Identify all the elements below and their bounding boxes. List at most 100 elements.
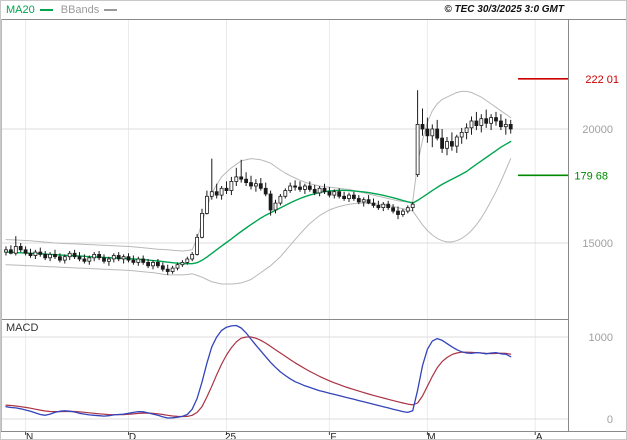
candle-body — [92, 253, 97, 259]
bollinger-upper-line — [5, 90, 512, 252]
candle-body — [244, 178, 249, 183]
candle-body — [312, 188, 317, 194]
legend-ma20-label: MA20 — [6, 4, 35, 16]
candle-body — [347, 194, 351, 199]
macd-panel-label: MACD — [6, 322, 39, 334]
candle-body — [317, 187, 322, 194]
candle-body — [445, 141, 449, 149]
candle-body — [165, 268, 170, 272]
candle-body — [337, 191, 342, 197]
candle-body — [28, 252, 33, 257]
candle-body — [234, 176, 239, 182]
candle-body — [400, 210, 405, 215]
candle-body — [8, 249, 13, 254]
candle-body — [43, 253, 48, 259]
candle-body — [298, 186, 302, 190]
candle-body — [342, 195, 347, 200]
candle-body — [249, 182, 253, 187]
candle-body — [97, 253, 101, 259]
candle-body — [302, 185, 307, 190]
candle-body — [449, 141, 454, 147]
candle-body — [503, 124, 508, 128]
candle-body — [288, 185, 293, 191]
candle-body — [72, 252, 77, 258]
candle-body — [151, 261, 155, 267]
candle-body — [209, 191, 214, 197]
candle-body — [121, 256, 126, 260]
candle-body — [474, 120, 479, 126]
candle-body — [371, 202, 376, 206]
candle-body — [141, 258, 146, 263]
candle-body — [195, 236, 200, 255]
candle-body — [332, 191, 337, 196]
candle-body — [116, 255, 121, 260]
candle-body — [391, 207, 396, 212]
candle-body — [253, 183, 258, 187]
candle-body — [58, 256, 62, 261]
candle-body — [459, 131, 464, 138]
bollinger-lower-line — [5, 158, 512, 285]
candle-body — [77, 256, 82, 260]
price-axis-label: 15000 — [582, 238, 613, 250]
price-axis-label: 20000 — [582, 124, 613, 136]
candle-body — [136, 258, 141, 263]
candle-body — [33, 251, 38, 256]
candle-body — [293, 185, 298, 188]
candle-body — [170, 267, 175, 272]
candle-body — [268, 193, 273, 211]
candle-body — [366, 199, 371, 204]
candle-body — [102, 257, 106, 262]
bbands-line-swatch-icon — [104, 9, 118, 11]
candle-body — [273, 202, 278, 211]
legend-bbands-label: BBands — [60, 4, 100, 16]
candle-body — [204, 195, 209, 214]
candle-body — [425, 128, 430, 137]
candle-body — [160, 265, 165, 270]
x-axis-label: A — [536, 432, 543, 440]
x-axis-label: 25 — [225, 432, 237, 440]
candle-body — [327, 191, 332, 196]
candle-body — [219, 187, 224, 196]
candle-body — [87, 257, 92, 262]
candle-body — [190, 253, 195, 260]
macd-line — [5, 324, 512, 419]
candle-body — [440, 137, 445, 149]
candle-body — [239, 176, 244, 180]
candle-body — [200, 212, 204, 238]
x-axis-label: N — [26, 432, 33, 440]
candle-body — [111, 255, 116, 260]
candle-body — [155, 261, 160, 267]
macd-axis-label: 1000 — [589, 332, 613, 344]
chart-legend: MA20 BBands — [6, 4, 125, 16]
candle-body — [489, 117, 494, 124]
candle-body — [410, 203, 415, 208]
candle-body — [415, 124, 420, 176]
candle-body — [82, 258, 87, 262]
x-axis-label: D — [129, 432, 136, 440]
candle-body — [435, 128, 440, 139]
macd-axis-label: 0 — [607, 414, 613, 426]
candle-body — [185, 258, 190, 263]
candle-body — [224, 187, 229, 192]
candle-body — [386, 203, 391, 208]
candle-body — [307, 185, 312, 190]
candle-body — [278, 195, 283, 204]
candle-body — [38, 251, 43, 255]
candle-body — [381, 203, 386, 208]
candle-body — [430, 128, 435, 137]
candle-body — [258, 183, 263, 189]
price-level-label: 179 68 — [574, 170, 608, 182]
candle-body — [53, 253, 57, 258]
x-axis-label: M — [427, 432, 435, 440]
candle-body — [420, 124, 425, 130]
ma20-line-swatch-icon — [39, 9, 53, 11]
candle-body — [229, 180, 234, 191]
candle-body — [126, 256, 131, 261]
candle-body — [484, 118, 489, 124]
candle-body — [263, 187, 268, 195]
candle-body — [498, 120, 503, 128]
candle-body — [376, 204, 381, 209]
candle-body — [62, 256, 67, 261]
